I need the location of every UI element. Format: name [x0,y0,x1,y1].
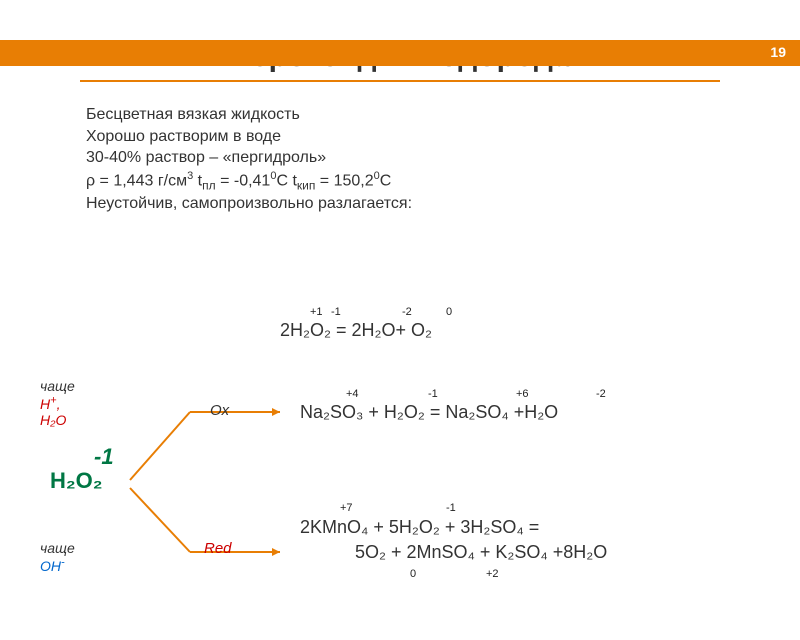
rho-prefix: ρ = 1,443 г/см [86,172,187,189]
reaction-diagram: чаще Н+, Н₂О -1 H₂O₂ чаще ОН- Ox Red +4 … [40,370,760,620]
description-block: Бесцветная вязкая жидкость Хорошо раство… [86,104,800,215]
oh-label: ОН [40,558,61,574]
charge: +6 [516,388,529,400]
charge: 0 [446,306,452,318]
tkip-sub: кип [297,178,315,192]
header-bar: 19 [0,40,800,66]
decomp-text: 2H₂O₂ = 2H₂O+ O₂ [280,320,432,340]
charge: -1 [428,388,438,400]
charge: +1 [310,306,323,318]
eq-ox-text: Na₂SO₃ + H₂O₂ = Na₂SO₄ +H₂O [300,402,558,422]
h-plus: Н [40,396,50,412]
minus-one-label: -1 [94,444,114,470]
eq-red-line2: 5O₂ + 2MnSO₄ + K₂SO₄ +8H₂O [300,540,607,565]
tkip-unit: С [380,172,392,189]
oh-sup: - [61,556,65,568]
tpl-sub: пл [202,178,216,192]
desc-line-1: Бесцветная вязкая жидкость [86,104,800,126]
desc-line-5: Неустойчив, самопроизвольно разлагается: [86,193,800,215]
bracket-lines [130,390,290,590]
chashe-bottom: чаще [40,540,75,556]
tpl-label: t [193,172,202,189]
charge: +2 [486,567,499,582]
desc-line-2: Хорошо растворим в воде [86,126,800,148]
tkip-val: = 150,2 [315,172,373,189]
charge: +7 [340,501,353,516]
decomposition-equation: +1 -1 -2 0 2H₂O₂ = 2H₂O+ O₂ [280,320,432,341]
reduction-equation: +7 -1 2KMnO₄ + 5H₂O₂ + 3H₂SO₄ = 5O₂ + 2M… [300,515,607,565]
left-top-label: чаще Н+, Н₂О [40,378,130,428]
desc-line-3: 30-40% раствор – «пергидроль» [86,147,800,169]
left-bottom-label: чаще ОН- [40,540,130,574]
charge: 0 [410,567,416,582]
tpl-val: = -0,41 [216,172,271,189]
charge: -1 [331,306,341,318]
eq-red-line1: 2KMnO₄ + 5H₂O₂ + 3H₂SO₄ = [300,515,607,540]
chashe-top: чаще [40,378,75,394]
oxidation-equation: +4 -1 +6 -2 Na₂SO₃ + H₂O₂ = Na₂SO₄ +H₂O [300,402,558,423]
page-number: 19 [770,44,786,60]
charge: -2 [596,388,606,400]
desc-line-4: ρ = 1,443 г/см3 tпл = -0,410С tкип = 150… [86,169,800,194]
comma: , [57,396,61,412]
tpl-unit: С t [276,172,296,189]
h2o-label: Н₂О [40,412,66,428]
charge: -1 [446,501,456,516]
red-label: Red [204,540,232,557]
charge: -2 [402,306,412,318]
charge: +4 [346,388,359,400]
h2o2-formula: H₂O₂ [50,468,103,494]
ox-label: Ox [210,402,229,419]
title-underline [80,80,720,82]
